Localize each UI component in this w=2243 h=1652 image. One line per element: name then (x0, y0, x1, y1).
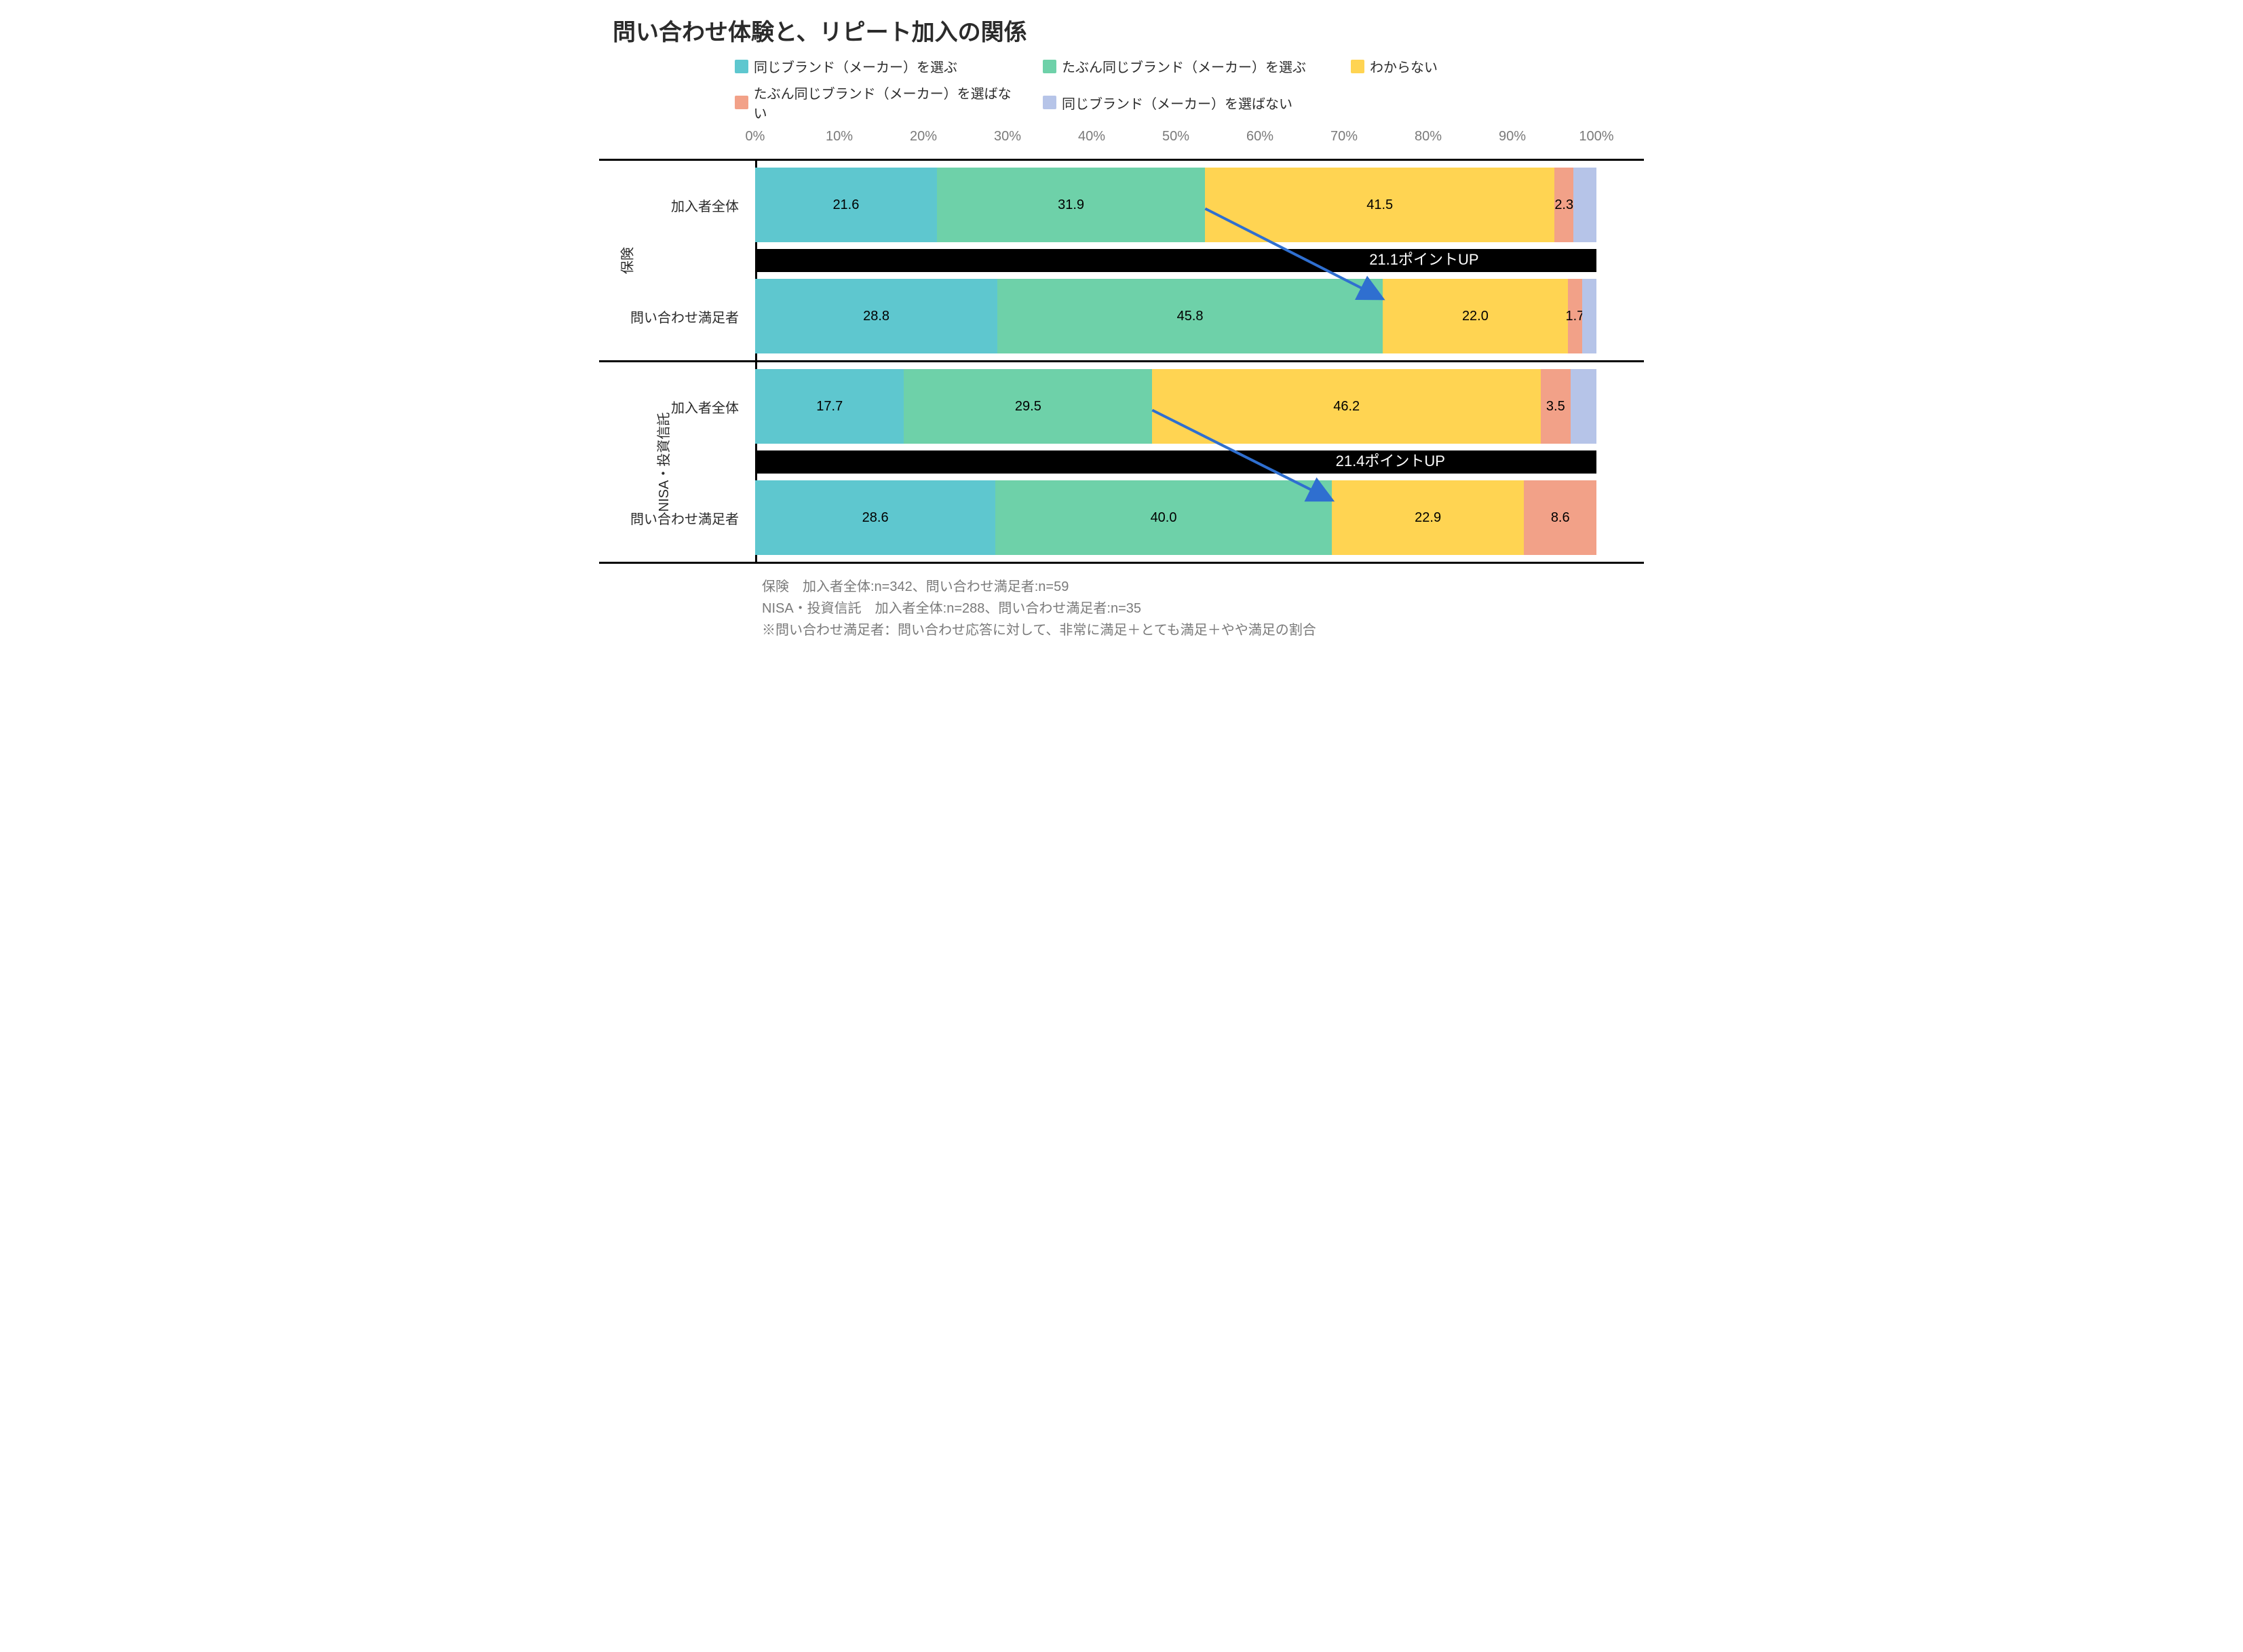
bar-row: 加入者全体21.631.941.52.3 (599, 161, 1644, 249)
group: 保険加入者全体21.631.941.52.321.1ポイントUP 問い合わせ満足者… (599, 159, 1644, 360)
legend-label: たぶん同じブランド（メーカー）を選ぶ (1062, 56, 1306, 76)
group-side: 保険 (599, 161, 757, 360)
bar-segment: 28.8 (755, 279, 997, 353)
axis-tick: 40% (1078, 129, 1105, 145)
bar-segment: 40.0 (995, 480, 1332, 555)
group-label: 保険 (617, 247, 636, 274)
axis-tick: 20% (910, 129, 937, 145)
axis-tick: 60% (1246, 129, 1273, 145)
group-side: NISA・投資信託 (599, 362, 757, 562)
bar-segment: 28.6 (755, 480, 995, 555)
legend-item: たぶん同じブランド（メーカー）を選ばない (735, 83, 1020, 122)
legend-label: たぶん同じブランド（メーカー）を選ばない (754, 83, 1020, 122)
axis-tick: 100% (1579, 129, 1613, 145)
bar-segment: 22.0 (1383, 279, 1568, 353)
bar-segment: 1.7 (1568, 279, 1582, 353)
bar-segment: 46.2 (1152, 369, 1541, 444)
axis-tick: 50% (1162, 129, 1189, 145)
axis-tick: 0% (746, 129, 765, 145)
annotation-label: 21.1ポイントUP (1369, 248, 1478, 269)
row-gap: 21.1ポイントUP (755, 249, 1596, 272)
legend-label: わからない (1370, 56, 1438, 76)
bar-segment: 8.6 (1524, 480, 1596, 555)
footnotes: 保険 加入者全体:n=342、問い合わせ満足者:n=59NISA・投資信託 加入… (762, 576, 1644, 641)
x-axis: 0%10%20%30%40%50%60%70%80%90%100% (755, 129, 1596, 159)
legend-swatch (1043, 96, 1056, 109)
axis-tick: 30% (994, 129, 1021, 145)
axis-tick: 10% (826, 129, 853, 145)
annotation-label: 21.4ポイントUP (1336, 449, 1445, 471)
bar-segment (1571, 369, 1596, 444)
legend-swatch (735, 96, 748, 109)
row-gap: 21.4ポイントUP (755, 450, 1596, 474)
legend-swatch (1351, 60, 1364, 73)
bar-segment (1582, 279, 1596, 353)
bar-segment: 3.5 (1541, 369, 1570, 444)
bar-row: 問い合わせ満足者28.640.022.98.6 (599, 474, 1644, 562)
stacked-bar: 21.631.941.52.3 (755, 168, 1596, 242)
bar-segment: 41.5 (1205, 168, 1554, 242)
legend-swatch (1043, 60, 1056, 73)
bar-segment: 29.5 (904, 369, 1152, 444)
bar-segment: 2.3 (1554, 168, 1574, 242)
footnote-line: 保険 加入者全体:n=342、問い合わせ満足者:n=59 (762, 576, 1644, 598)
stacked-bar: 28.845.822.01.7 (755, 279, 1596, 353)
group-label: NISA・投資信託 (653, 412, 672, 512)
axis-tick: 80% (1415, 129, 1442, 145)
stacked-bar: 17.729.546.23.5 (755, 369, 1596, 444)
legend-label: 同じブランド（メーカー）を選ぶ (754, 56, 957, 76)
bar-segment: 31.9 (937, 168, 1206, 242)
bar-segment (1573, 168, 1596, 242)
legend-item: たぶん同じブランド（メーカー）を選ぶ (1043, 56, 1328, 76)
axis-tick: 90% (1499, 129, 1526, 145)
legend-item: わからない (1351, 56, 1636, 76)
bar-segment: 22.9 (1332, 480, 1525, 555)
group: NISA・投資信託加入者全体17.729.546.23.521.4ポイントUP問… (599, 360, 1644, 564)
axis-tick: 70% (1330, 129, 1358, 145)
legend-swatch (735, 60, 748, 73)
bar-segment: 17.7 (755, 369, 904, 444)
bar-row: 問い合わせ満足者28.845.822.01.7 (599, 272, 1644, 360)
stacked-bar: 28.640.022.98.6 (755, 480, 1596, 555)
legend-label: 同じブランド（メーカー）を選ばない (1062, 93, 1292, 113)
chart-area: 保険加入者全体21.631.941.52.321.1ポイントUP 問い合わせ満足者… (599, 159, 1644, 564)
chart-title: 問い合わせ体験と、リピート加入の関係 (613, 14, 1644, 47)
footnote-line: ※問い合わせ満足者：問い合わせ応答に対して、非常に満足＋とても満足＋やや満足の割… (762, 619, 1644, 641)
legend-item: 同じブランド（メーカー）を選ばない (1043, 83, 1328, 122)
bar-segment: 21.6 (755, 168, 937, 242)
legend-item: 同じブランド（メーカー）を選ぶ (735, 56, 1020, 76)
bar-segment: 45.8 (997, 279, 1383, 353)
footnote-line: NISA・投資信託 加入者全体:n=288、問い合わせ満足者:n=35 (762, 598, 1644, 619)
legend: 同じブランド（メーカー）を選ぶ たぶん同じブランド（メーカー）を選ぶ わからないたぶ… (735, 56, 1644, 122)
bar-row: 加入者全体17.729.546.23.5 (599, 362, 1644, 450)
